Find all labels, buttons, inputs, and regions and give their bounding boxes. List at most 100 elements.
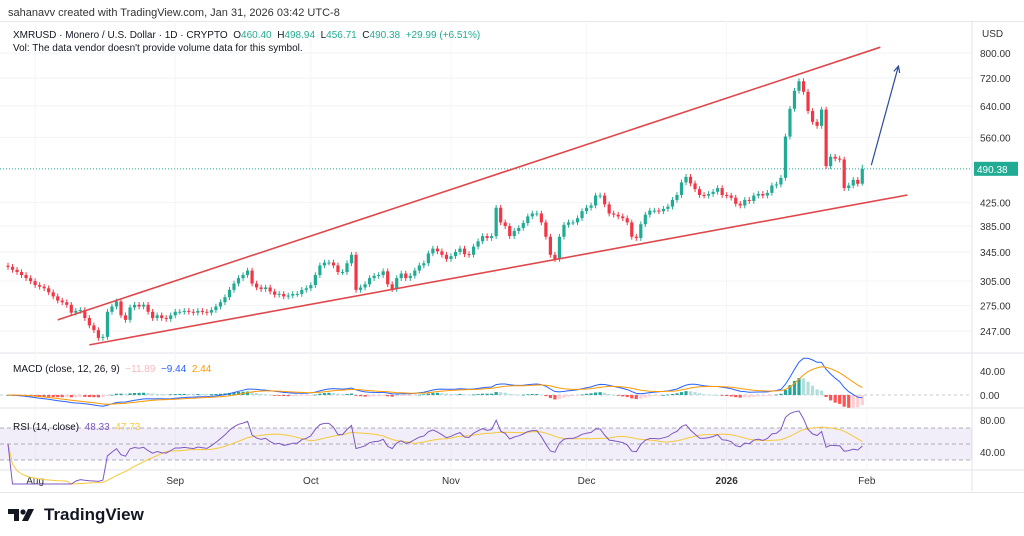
macd-histogram-bar xyxy=(273,395,277,396)
time-tick-label: Aug xyxy=(26,476,44,487)
macd-histogram-bar xyxy=(196,393,200,395)
candle-body xyxy=(747,199,751,202)
macd-histogram-bar xyxy=(783,389,788,395)
macd-histogram-bar xyxy=(110,394,114,396)
candle-body xyxy=(368,278,372,285)
candle-body xyxy=(589,205,593,208)
macd-histogram-bar xyxy=(779,393,783,395)
rsi-ma-value: 47.73 xyxy=(115,422,141,433)
macd-histogram-bar xyxy=(485,393,489,395)
macd-histogram-bar xyxy=(146,393,150,395)
candle-body xyxy=(449,256,453,259)
macd-histogram-bar xyxy=(734,395,738,398)
candle-body xyxy=(291,293,295,296)
candle-body xyxy=(340,272,345,274)
macd-histogram-bar xyxy=(630,395,634,399)
candle-body xyxy=(788,108,792,137)
macd-histogram-bar xyxy=(666,394,670,396)
macd-histogram-bar xyxy=(697,393,702,395)
tradingview-logo: TradingView xyxy=(8,505,144,525)
price-axis-unit: USD xyxy=(982,29,1003,40)
macd-histogram-bar xyxy=(729,395,733,397)
candle-body xyxy=(707,193,711,196)
macd-histogram-bar xyxy=(702,394,706,395)
candle-body xyxy=(386,271,390,285)
candle-body xyxy=(132,304,137,308)
time-tick-label: Dec xyxy=(578,476,596,487)
macd-histogram-bar xyxy=(607,393,611,395)
macd-histogram-bar xyxy=(105,395,110,396)
close-label: C xyxy=(362,30,370,41)
candle-body xyxy=(508,226,512,237)
candle-body xyxy=(621,216,625,219)
macd-histogram-bar xyxy=(417,394,421,396)
candle-body xyxy=(471,246,476,255)
macd-histogram-bar xyxy=(833,395,837,403)
candle-body xyxy=(399,273,403,279)
candle-body xyxy=(716,188,720,192)
candle-body xyxy=(19,272,24,276)
candle-body xyxy=(268,287,272,292)
candle-body xyxy=(720,188,724,196)
price-tick-label: 720.00 xyxy=(980,74,1011,85)
candle-body xyxy=(770,185,774,193)
candle-body xyxy=(738,203,742,206)
candle-body xyxy=(838,158,842,160)
macd-histogram-bar xyxy=(508,393,512,395)
macd-histogram-value: −11.89 xyxy=(125,364,156,375)
price-tick-label: 305.00 xyxy=(980,277,1011,288)
macd-histogram-bar xyxy=(408,395,412,396)
projection-arrow-head xyxy=(893,64,901,74)
rsi-tick-label: 40.00 xyxy=(980,448,1005,459)
candle-body xyxy=(702,195,706,197)
macd-histogram-bar xyxy=(494,392,498,395)
macd-histogram-bar xyxy=(661,394,665,396)
candle-body xyxy=(431,248,435,254)
candle-body xyxy=(164,318,168,320)
candle-body xyxy=(544,222,548,237)
price-tick-label: 247.00 xyxy=(980,327,1011,338)
macd-histogram-bar xyxy=(96,395,100,398)
candle-body xyxy=(490,236,494,239)
symbol-legend: XMRUSD · Monero / U.S. Dollar · 1D · CRY… xyxy=(13,29,480,55)
candle-body xyxy=(639,224,643,239)
candle-body xyxy=(426,253,430,264)
price-tick-label: 275.00 xyxy=(980,302,1011,313)
candle-body xyxy=(51,292,55,297)
candle-body xyxy=(833,156,837,159)
macd-histogram-bar xyxy=(544,395,548,397)
candle-body xyxy=(345,263,349,273)
candle-body xyxy=(313,275,317,286)
candle-body xyxy=(110,306,114,312)
candle-body xyxy=(178,311,182,313)
candle-body xyxy=(200,310,204,312)
candle-body xyxy=(318,265,322,276)
macd-histogram-bar xyxy=(399,395,403,396)
candle-body xyxy=(679,182,684,196)
macd-histogram-bar xyxy=(462,394,467,396)
price-tick-label: 425.00 xyxy=(980,199,1011,210)
candle-body xyxy=(151,311,155,319)
candle-body xyxy=(824,109,828,167)
macd-histogram-bar xyxy=(765,395,769,396)
candle-body xyxy=(101,336,105,338)
macd-histogram-bar xyxy=(444,393,449,395)
candle-body xyxy=(584,207,589,212)
macd-tick-label: 0.00 xyxy=(980,391,1000,402)
macd-histogram-bar xyxy=(250,392,254,395)
price-tick-label: 560.00 xyxy=(980,133,1011,144)
macd-histogram-bar xyxy=(535,393,539,395)
candle-body xyxy=(169,315,173,319)
macd-histogram-bar xyxy=(711,394,715,396)
candle-body xyxy=(105,311,110,337)
candle-body xyxy=(517,227,521,232)
macd-histogram-bar xyxy=(625,395,629,398)
candle-body xyxy=(173,311,177,316)
macd-histogram-bar xyxy=(797,377,801,395)
candle-body xyxy=(381,271,385,276)
candle-body xyxy=(598,195,602,197)
macd-histogram-bar xyxy=(318,393,322,395)
candle-body xyxy=(530,213,534,217)
macd-histogram-bar xyxy=(404,395,408,396)
